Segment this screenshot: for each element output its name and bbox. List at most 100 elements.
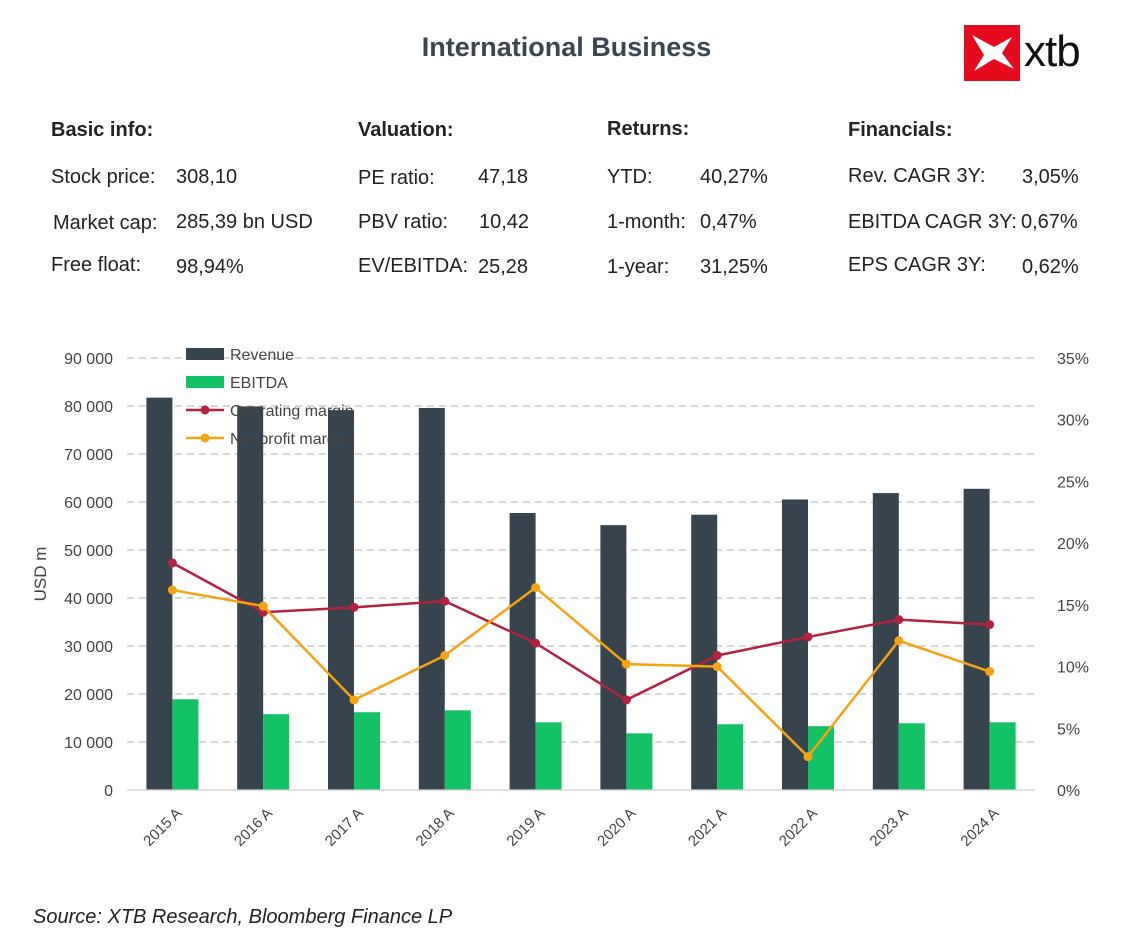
ebitda-bar <box>808 726 834 790</box>
market-cap-value: 285,39 bn USD <box>176 211 313 233</box>
x-tick-label: 2022 A <box>776 805 821 850</box>
operating-margin-legend-label: Operating margin <box>230 403 354 420</box>
market-cap-label: Market cap: <box>53 212 158 234</box>
net-profit-margin-point <box>167 585 177 595</box>
net-profit-margin-point <box>621 659 631 669</box>
revenue-bar <box>237 406 264 790</box>
pbv-ratio-value: 10,42 <box>479 211 530 233</box>
x-tick-label: 2023 A <box>867 805 912 850</box>
ebitda-legend-swatch <box>186 376 224 388</box>
x-tick-label: 2018 A <box>413 805 458 850</box>
operating-margin-point <box>621 695 631 705</box>
pe-ratio-label: PE ratio: <box>358 167 435 189</box>
net-profit-margin-point <box>349 695 359 705</box>
one-year-value: 31,25% <box>700 256 768 278</box>
x-tick-label: 2020 A <box>594 805 639 850</box>
stock-price-value: 308,10 <box>176 166 238 188</box>
x-tick-label: 2019 A <box>503 805 548 850</box>
y2-tick-label: 15% <box>1057 598 1089 615</box>
ebitda-cagr-label: EBITDA CAGR 3Y: <box>848 211 1017 233</box>
revenue-bar <box>146 397 173 790</box>
y2-tick-label: 25% <box>1057 474 1089 491</box>
rev-cagr-label: Rev. CAGR 3Y: <box>848 165 986 187</box>
operating-margin-point <box>803 632 813 642</box>
ebitda-bar <box>717 724 744 790</box>
valuation-heading: Valuation: <box>358 119 454 141</box>
net-profit-margin-point <box>440 650 450 660</box>
ebitda-cagr-value: 0,67% <box>1021 211 1078 233</box>
pe-ratio-value: 47,18 <box>478 166 529 188</box>
revenue-bar <box>509 512 536 790</box>
revenue-bar <box>600 525 627 790</box>
ev-ebitda-label: EV/EBITDA: <box>358 255 469 277</box>
financials-heading: Financials: <box>848 119 953 141</box>
ebitda-bar <box>444 710 471 790</box>
net-profit-margin-point <box>258 601 268 611</box>
net-profit-margin-point <box>712 662 722 672</box>
stock-price-label: Stock price: <box>51 166 156 188</box>
revenue-bar <box>782 499 808 790</box>
ebitda-bar <box>172 699 199 790</box>
ebitda-bar <box>354 712 380 790</box>
y2-tick-label: 5% <box>1057 721 1080 738</box>
y2-tick-label: 10% <box>1057 660 1089 677</box>
net-profit-margin-point <box>985 667 995 677</box>
x-tick-label: 2017 A <box>322 805 367 850</box>
y-tick-label: 90 000 <box>64 351 113 368</box>
revenue-bar <box>691 514 718 790</box>
y-tick-label: 20 000 <box>64 687 113 704</box>
x-tick-label: 2024 A <box>957 805 1002 850</box>
net-profit-margin-legend-label: Net profit margin <box>230 431 348 448</box>
free-float-label: Free float: <box>51 254 142 276</box>
operating-margin-point <box>985 620 995 630</box>
y2-tick-label: 20% <box>1057 536 1089 553</box>
xtb-logo-mark-icon <box>964 25 1020 81</box>
ebitda-bar <box>263 714 290 790</box>
ebitda-bar <box>535 722 562 790</box>
net-profit-margin-point <box>803 752 813 762</box>
free-float-value: 98,94% <box>176 256 244 278</box>
ebitda-legend-label: EBITDA <box>230 375 288 392</box>
ev-ebitda-value: 25,28 <box>478 256 529 278</box>
basic-info-heading: Basic info: <box>51 119 154 141</box>
source-note: Source: XTB Research, Bloomberg Finance … <box>33 906 453 928</box>
operating-margin-point <box>712 650 722 660</box>
x-tick-label: 2015 A <box>140 805 185 850</box>
revenue-bar <box>328 410 354 790</box>
y-tick-label: 50 000 <box>64 543 113 560</box>
y2-tick-label: 0% <box>1057 783 1080 800</box>
y-tick-label: 40 000 <box>64 591 113 608</box>
operating-margin-legend-marker <box>200 405 210 415</box>
ytd-value: 40,27% <box>700 166 768 188</box>
x-tick-label: 2016 A <box>231 805 276 850</box>
net-profit-margin-point <box>894 636 904 646</box>
net-profit-margin-legend-marker <box>200 433 210 443</box>
revenue-bar <box>963 488 990 790</box>
ebitda-bar <box>898 723 925 790</box>
operating-margin-point <box>531 638 541 648</box>
xtb-logo: xtb <box>964 25 1089 81</box>
y2-tick-label: 35% <box>1057 351 1089 368</box>
y-axis-label: USD m <box>31 547 50 602</box>
operating-margin-line <box>171 561 990 702</box>
revenue-bar <box>872 493 899 790</box>
operating-margin-point <box>440 596 450 606</box>
pbv-ratio-label: PBV ratio: <box>358 211 449 233</box>
y-tick-label: 10 000 <box>64 735 113 752</box>
eps-cagr-value: 0,62% <box>1022 256 1079 278</box>
one-month-value: 0,47% <box>700 211 757 233</box>
operating-margin-point <box>894 615 904 625</box>
ytd-label: YTD: <box>607 166 653 188</box>
xtb-logo-text: xtb <box>1024 27 1081 76</box>
ebitda-bar <box>989 722 1016 790</box>
one-year-label: 1-year: <box>607 256 670 278</box>
operating-margin-point <box>258 607 268 617</box>
net-profit-margin-point <box>531 583 541 593</box>
revenue-legend-swatch <box>186 348 224 360</box>
eps-cagr-label: EPS CAGR 3Y: <box>848 254 986 276</box>
y-tick-label: 80 000 <box>64 399 113 416</box>
revenue-legend-label: Revenue <box>230 347 294 364</box>
one-month-label: 1-month: <box>607 211 686 233</box>
rev-cagr-value: 3,05% <box>1022 166 1079 188</box>
ebitda-bar <box>626 733 653 790</box>
